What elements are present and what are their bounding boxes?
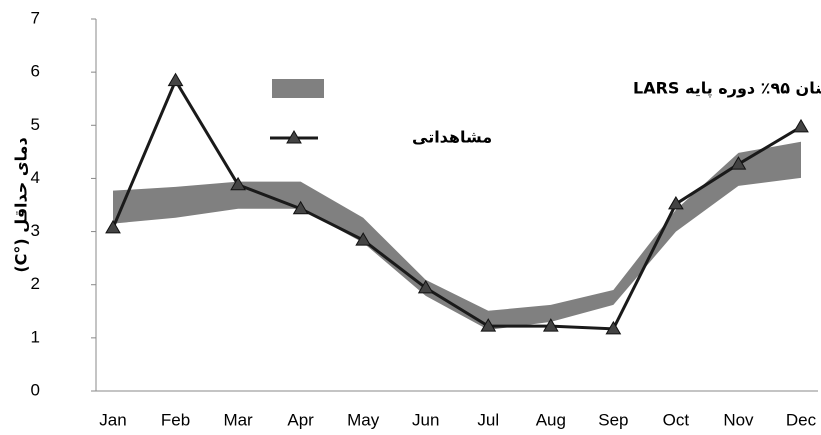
x-tick-label: Aug (536, 410, 566, 429)
x-tick-label: Jul (477, 410, 499, 429)
y-tick-label: 1 (31, 327, 40, 346)
legend-label: مشاهداتی (412, 128, 492, 147)
legend-swatch (272, 79, 324, 98)
x-tick-label: Apr (287, 410, 314, 429)
marker (605, 320, 622, 335)
marker (730, 156, 747, 170)
x-tick-label: Jan (99, 410, 126, 429)
x-tick-label: Sep (598, 410, 628, 429)
x-tick-label: Oct (663, 410, 690, 429)
y-tick-label: 2 (31, 274, 40, 293)
y-tick-label: 0 (31, 380, 40, 399)
y-tick-label: 3 (31, 221, 40, 240)
legend-label: فاصله اطمینان ۹۵٪ دوره پایه LARS (633, 79, 821, 99)
marker (480, 318, 497, 332)
y-tick-label: 7 (31, 8, 40, 27)
observed-line (111, 77, 802, 331)
marker (668, 195, 684, 210)
x-tick-label: Mar (223, 410, 253, 429)
y-tick-label: 4 (31, 168, 40, 187)
confidence-band (113, 141, 801, 330)
y-tick-label: 6 (31, 62, 40, 81)
x-tick-label: Dec (786, 410, 817, 429)
x-tick-label: Jun (412, 410, 439, 429)
marker (230, 176, 246, 191)
marker (292, 200, 309, 215)
marker (793, 118, 809, 133)
legend-marker (286, 130, 302, 144)
y-tick-label: 5 (31, 115, 40, 134)
marker (167, 72, 184, 87)
marker (417, 279, 434, 294)
x-tick-label: May (347, 410, 380, 429)
x-tick-label: Feb (161, 410, 190, 429)
marker (105, 219, 121, 234)
marker (542, 318, 559, 332)
marker (355, 232, 372, 246)
x-tick-label: Nov (723, 410, 754, 429)
y-axis-label: دمای حداقل (°C) (12, 137, 31, 272)
